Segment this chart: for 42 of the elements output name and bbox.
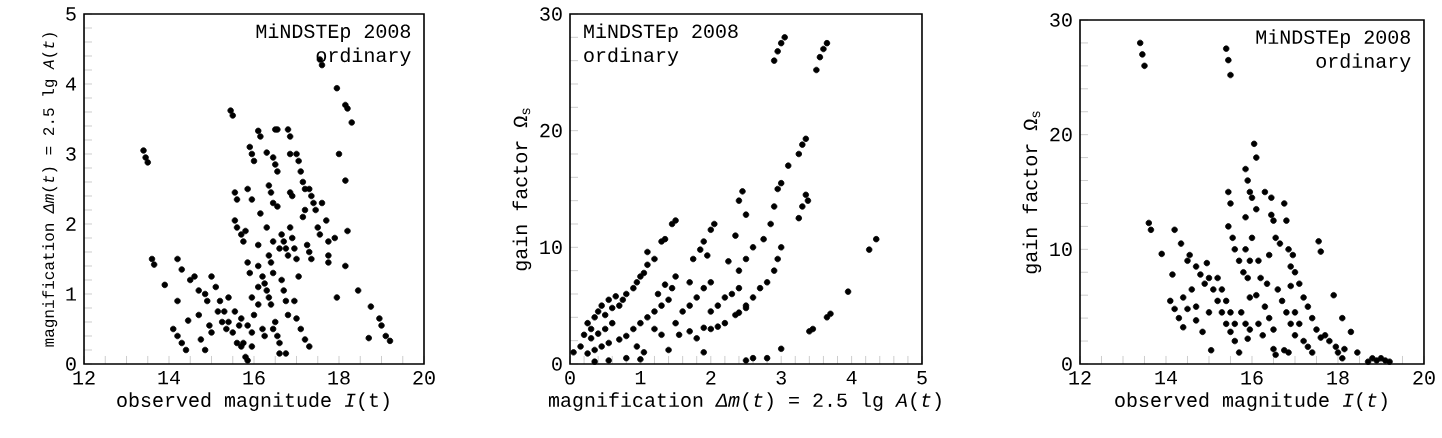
annotation: MiNDSTEp 2008 [1256,29,1410,48]
y-tick-label: 0 [552,357,562,371]
y-tick-label: 10 [1050,242,1072,257]
y-tick-label: 20 [1050,127,1072,142]
annotation: ordinary [1316,53,1411,72]
x-tick-label: 4 [846,371,857,385]
x-tick-label: 0 [565,371,575,385]
y-tick-label: 4 [65,77,76,91]
x-tick-label: 18 [1327,371,1349,385]
y-axis-title: gain factor Ω$_{s}$ [1022,111,1042,274]
x-tick-label: 5 [917,371,927,385]
y-tick-label: 30 [540,7,562,21]
y-tick-label: 10 [540,240,562,255]
y-tick-label: 5 [66,7,76,21]
annotation: MiNDSTEp 2008 [256,23,411,43]
x-tick-label: 2 [706,371,716,385]
y-axis-title: gain factor Ω$_{s}$ [512,108,532,271]
text: magnification Δm(t) = 2.5 lg A(t) [548,392,941,411]
x-tick-label: 3 [776,371,786,385]
x-tick-label: 18 [328,371,350,385]
annotation: ordinary [316,47,411,67]
annotation: MiNDSTEp 2008 [584,23,738,43]
text: magnification Δm(t) = 2.5 lg A(t) [42,33,58,347]
x-tick-label: 20 [1413,371,1435,385]
x-tick-label: 20 [413,371,435,385]
x-axis-title: observed magnitude I(t) [117,392,389,411]
y-tick-label: 30 [1050,13,1072,27]
x-axis-title: observed magnitude I(t) [1115,392,1387,411]
x-tick-label: 14 [158,371,180,385]
y-tick-label: 20 [540,123,562,138]
x-tick-label: 14 [1155,371,1177,385]
y-tick-label: 1 [66,287,76,301]
x-tick-label: 12 [73,371,95,385]
x-tick-label: 16 [243,371,265,385]
x-tick-label: 16 [1241,371,1263,385]
annotation: ordinary [584,47,679,67]
y-tick-label: 0 [66,357,76,371]
y-tick-label: 0 [1062,357,1072,371]
y-tick-label: 2 [66,217,76,231]
x-tick-label: 1 [635,371,646,385]
y-tick-label: 3 [66,147,76,161]
x-tick-label: 12 [1069,371,1091,385]
